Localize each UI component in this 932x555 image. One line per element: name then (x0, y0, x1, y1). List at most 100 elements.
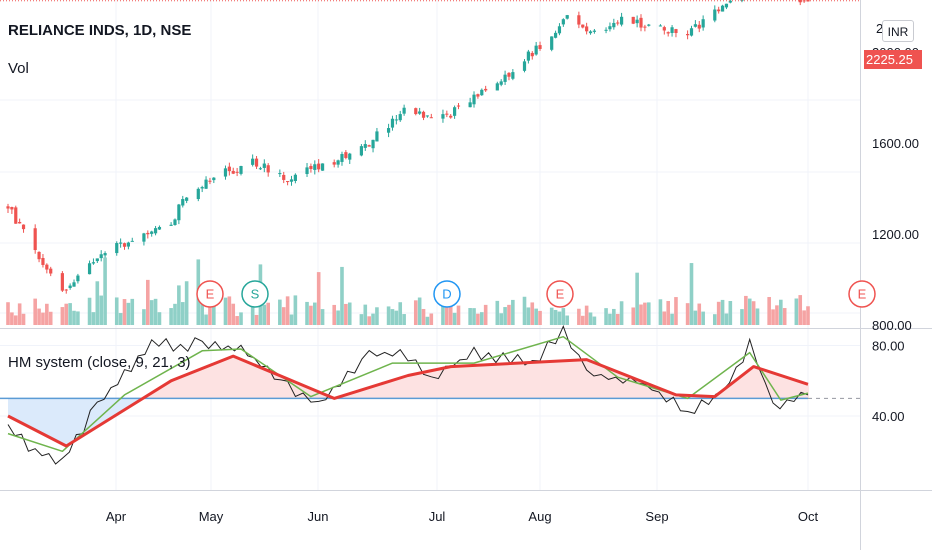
fill-slice (474, 365, 475, 398)
fill-slice (434, 370, 435, 398)
volume-bar (756, 308, 760, 325)
fill-slice (398, 379, 399, 399)
fill-slice (235, 357, 236, 399)
fill-slice (537, 362, 538, 398)
fill-slice (452, 367, 453, 399)
fill-slice (75, 398, 76, 440)
fill-slice (385, 383, 386, 399)
candle-body (88, 263, 91, 274)
fill-slice (177, 378, 178, 398)
fill-slice (206, 367, 207, 398)
volume-bar (375, 307, 379, 325)
fill-slice (53, 398, 54, 439)
fill-slice (758, 368, 759, 398)
fill-slice (601, 365, 602, 398)
fill-slice (411, 375, 412, 399)
fill-slice (226, 359, 227, 398)
candle-body (158, 227, 161, 230)
fill-slice (68, 398, 69, 445)
fill-slice (384, 383, 385, 398)
volume-bar (562, 308, 566, 325)
fill-slice (167, 383, 168, 398)
candle-body (142, 233, 145, 241)
volume-bar (697, 304, 701, 325)
volume-bar (717, 302, 721, 325)
candle-body (76, 276, 79, 282)
volume-bar (729, 301, 733, 325)
candle-body (69, 286, 72, 288)
candle-body (177, 205, 180, 221)
fill-slice (192, 372, 193, 398)
candle-body (282, 175, 285, 180)
fill-slice (213, 364, 214, 398)
fill-slice (595, 363, 596, 398)
price-axis-label: 1200.00 (872, 227, 919, 242)
candle-body (41, 258, 44, 265)
fill-slice (49, 398, 50, 437)
fill-slice (473, 365, 474, 398)
volume-label[interactable]: Vol (8, 60, 29, 77)
fill-slice (501, 364, 502, 398)
fill-slice (549, 362, 550, 399)
fill-slice (47, 398, 48, 436)
candle-body (387, 128, 390, 133)
fill-slice (750, 369, 751, 398)
fill-slice (591, 361, 592, 398)
candle-body (496, 83, 499, 90)
fill-slice (299, 384, 300, 399)
fill-slice (399, 378, 400, 398)
candle-body (531, 53, 534, 56)
candles (6, 0, 809, 294)
volume-bar (309, 306, 313, 325)
fill-slice (516, 363, 517, 398)
fill-slice (775, 374, 776, 399)
fill-slice (454, 366, 455, 398)
fill-slice (732, 383, 733, 398)
candle-body (173, 219, 176, 225)
volume-bar (663, 311, 667, 325)
fill-slice (248, 362, 249, 398)
indicator-label[interactable]: HM system (close, 9, 21, 3) (8, 354, 191, 371)
fill-slice (788, 378, 789, 399)
fill-slice (744, 374, 745, 398)
fill-slice (479, 365, 480, 398)
candle-body (667, 32, 670, 33)
fill-slice (604, 366, 605, 398)
fill-slice (462, 366, 463, 398)
volume-bar (371, 314, 375, 325)
fill-slice (37, 398, 38, 431)
fill-slice (429, 371, 430, 398)
candle-body (368, 145, 371, 146)
volume-bar (690, 263, 694, 325)
fill-slice (36, 398, 37, 430)
fill-slice (20, 398, 21, 422)
fill-slice (779, 375, 780, 399)
fill-slice (376, 385, 377, 398)
fill-slice (786, 377, 787, 398)
fill-slice (570, 360, 571, 398)
fill-slice (218, 362, 219, 398)
volume-bar (507, 305, 511, 325)
fill-slice (162, 386, 163, 398)
candle-body (426, 115, 429, 116)
currency-button[interactable]: INR (882, 20, 914, 42)
fill-slice (460, 366, 461, 398)
fill-slice (22, 398, 23, 423)
fill-slice (533, 362, 534, 398)
fill-slice (67, 398, 68, 445)
fill-slice (217, 363, 218, 399)
fill-slice (12, 398, 13, 418)
fill-slice (200, 369, 201, 398)
fill-slice (803, 383, 804, 399)
candle-body (472, 95, 475, 105)
volume-bar (387, 306, 391, 325)
symbol-title[interactable]: RELIANCE INDS, 1D, NSE (8, 22, 191, 39)
fill-slice (539, 362, 540, 398)
fill-slice (548, 362, 549, 399)
fill-slice (251, 364, 252, 399)
fill-slice (609, 368, 610, 398)
fill-slice (480, 365, 481, 398)
